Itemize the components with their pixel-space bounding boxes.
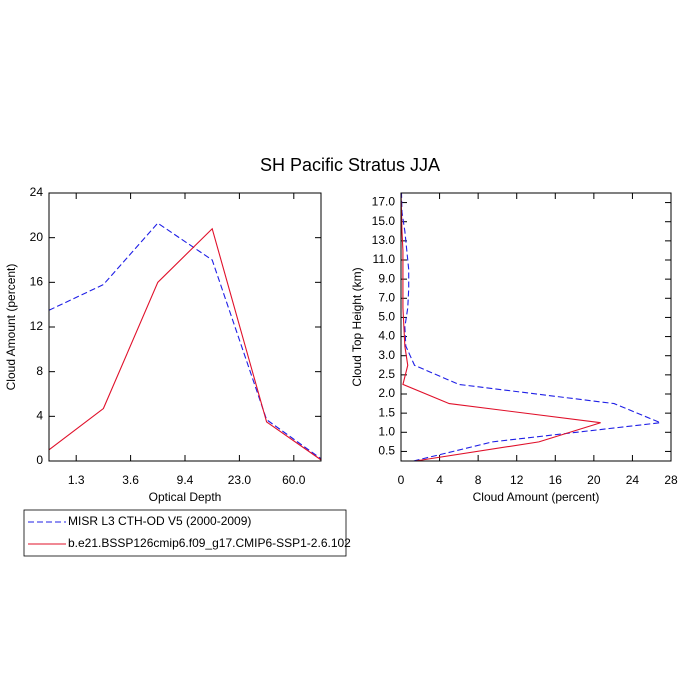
y-tick-label: 0.5 (378, 444, 395, 458)
y-tick-label: 7.0 (378, 290, 395, 304)
y-tick-label: 16 (30, 275, 44, 289)
y-tick-label: 8 (36, 364, 43, 378)
y-tick-label: 11.0 (373, 252, 396, 266)
y-tick-label: 4 (36, 409, 43, 423)
y-tick-label: 4.0 (378, 329, 395, 343)
y-tick-label: 20 (30, 230, 44, 244)
x-tick-label: 60.0 (282, 473, 306, 487)
y-tick-label: 13.0 (372, 233, 396, 247)
y-tick-label: 12 (30, 319, 44, 333)
y-axis-title: Cloud Amount (percent) (4, 264, 18, 391)
x-tick-label: 24 (626, 473, 640, 487)
y-tick-label: 3.0 (378, 348, 395, 362)
plot-frame (400, 192, 672, 462)
plot-frame (48, 192, 322, 462)
x-tick-label: 0 (398, 473, 405, 487)
y-tick-label: 9.0 (378, 271, 395, 285)
y-tick-label: 17.0 (372, 195, 396, 209)
series-line (48, 222, 322, 460)
series-line (400, 192, 601, 462)
y-tick-label: 15.0 (372, 214, 396, 228)
x-tick-label: 9.4 (177, 473, 194, 487)
figure-title: SH Pacific Stratus JJA (260, 155, 440, 175)
y-tick-label: 1.0 (378, 424, 395, 438)
y-tick-label: 24 (30, 185, 44, 199)
x-tick-label: 28 (664, 473, 678, 487)
x-tick-label: 23.0 (228, 473, 252, 487)
y-tick-label: 2.5 (378, 367, 395, 381)
legend-label: b.e21.BSSP126cmip6.f09_g17.CMIP6-SSP1-2.… (68, 536, 351, 550)
x-tick-label: 20 (587, 473, 601, 487)
x-tick-label: 3.6 (122, 473, 139, 487)
y-axis-title: Cloud Top Height (km) (350, 267, 364, 386)
x-tick-label: 16 (549, 473, 563, 487)
y-tick-label: 0 (36, 453, 43, 467)
x-axis-title: Optical Depth (149, 490, 222, 504)
series-line (48, 227, 322, 461)
x-tick-label: 12 (510, 473, 524, 487)
x-tick-label: 1.3 (68, 473, 85, 487)
legend-box (23, 509, 347, 557)
y-tick-label: 2.0 (378, 386, 395, 400)
x-axis-title: Cloud Amount (percent) (473, 490, 600, 504)
legend-label: MISR L3 CTH-OD V5 (2000-2009) (68, 514, 251, 528)
x-tick-label: 4 (436, 473, 443, 487)
y-tick-label: 5.0 (378, 310, 395, 324)
y-tick-label: 1.5 (378, 405, 395, 419)
series-line (400, 192, 663, 462)
x-tick-label: 8 (475, 473, 482, 487)
